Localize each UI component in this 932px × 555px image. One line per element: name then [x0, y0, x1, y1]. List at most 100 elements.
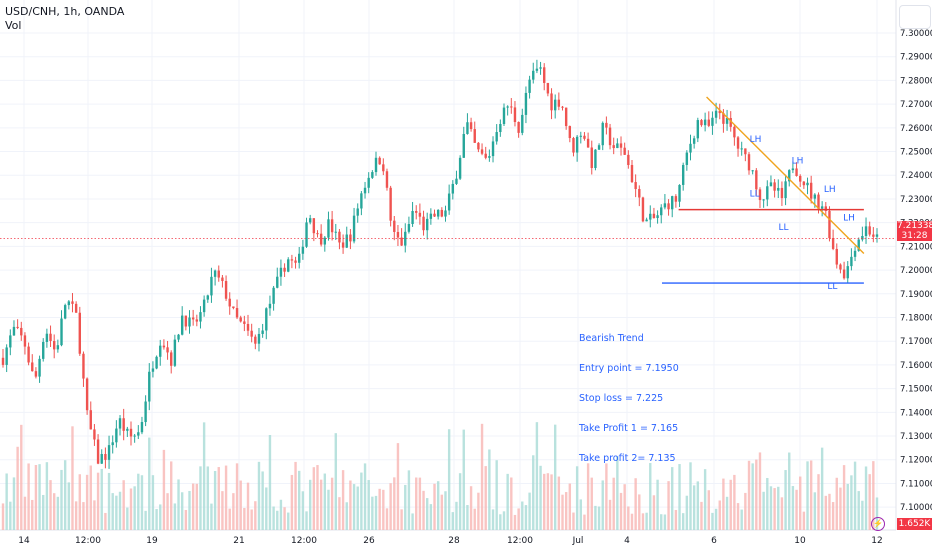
- candle-body: [579, 135, 582, 137]
- candle-body: [711, 117, 714, 126]
- scale-control-button[interactable]: [899, 5, 931, 29]
- volume-bar: [671, 467, 674, 530]
- volume-bar: [729, 479, 732, 530]
- volume-bar: [1, 503, 5, 530]
- volume-bar: [857, 491, 860, 530]
- candle-body: [133, 435, 136, 437]
- volume-bar: [111, 493, 114, 530]
- volume-bar: [733, 474, 736, 530]
- candle-body: [265, 308, 268, 331]
- candle-body: [23, 335, 27, 347]
- volume-bar: [612, 477, 615, 530]
- volume-bar: [853, 461, 857, 530]
- candle-body: [338, 231, 341, 243]
- volume-bar: [744, 492, 747, 530]
- volume-bar: [265, 487, 268, 530]
- candle-body: [352, 215, 356, 242]
- volume-bar: [696, 481, 700, 530]
- candle-body: [206, 295, 209, 300]
- candle-body: [162, 345, 166, 348]
- candle-body: [634, 182, 637, 190]
- candle-body: [199, 312, 202, 322]
- volume-bar: [561, 494, 564, 530]
- candle-body: [184, 315, 188, 327]
- volume-bar: [151, 475, 155, 530]
- volume-bar: [681, 513, 685, 530]
- candle-body: [221, 277, 224, 282]
- volume-bar: [319, 479, 323, 530]
- volume-bar: [82, 502, 85, 530]
- candle-body: [195, 319, 199, 322]
- volume-bar: [396, 443, 400, 530]
- candle-body: [159, 345, 162, 357]
- volume-bar: [210, 503, 213, 530]
- price-tick-label: 7.14000: [900, 408, 932, 418]
- volume-bar: [477, 492, 480, 530]
- volume-bar: [352, 484, 356, 530]
- volume-bar: [751, 463, 754, 530]
- candle-body: [400, 237, 403, 246]
- candle-body: [766, 186, 769, 200]
- candle-body: [638, 189, 641, 198]
- volume-bar: [206, 466, 209, 530]
- volume-bar: [535, 422, 539, 530]
- candle-body: [861, 236, 864, 240]
- volume-bar: [575, 466, 579, 530]
- candle-body: [725, 118, 729, 124]
- note-line-4: Take Profit 1 = 7.165: [579, 423, 679, 434]
- volume-bar: [839, 487, 842, 530]
- volume-bar: [356, 486, 359, 530]
- time-tick-label: 6: [711, 536, 717, 546]
- candle-body: [685, 152, 689, 165]
- volume-bar: [23, 496, 27, 530]
- time-tick-label: 12:00: [75, 536, 101, 546]
- volume-bar: [16, 446, 19, 530]
- volume-bar: [422, 490, 425, 530]
- volume-bar: [466, 505, 469, 530]
- volume-bar: [769, 486, 773, 530]
- candle-body: [707, 119, 710, 126]
- candle-body: [488, 156, 491, 158]
- candle-body: [126, 428, 129, 431]
- candle-body: [660, 207, 663, 216]
- candle-body: [107, 445, 111, 460]
- lightning-icon[interactable]: ⚡: [871, 517, 885, 531]
- candle-body: [404, 231, 407, 246]
- volume-bar: [188, 490, 191, 530]
- volume-bar: [543, 473, 546, 530]
- candle-body: [367, 177, 370, 188]
- candle-body: [718, 110, 721, 114]
- volume-bar: [400, 509, 403, 530]
- volume-bar: [93, 500, 96, 530]
- price-tick-label: 7.24000: [900, 171, 932, 181]
- volume-bar: [100, 468, 103, 530]
- volume-bar: [484, 466, 487, 530]
- volume-bar: [184, 509, 188, 530]
- volume-bar: [415, 477, 418, 530]
- volume-bar: [689, 462, 692, 530]
- candle-body: [327, 219, 330, 238]
- price-tick-label: 7.13000: [900, 432, 932, 442]
- volume-bar: [590, 477, 593, 530]
- volume-bar: [140, 475, 144, 530]
- candle-body: [104, 454, 107, 460]
- candle-body: [100, 454, 103, 464]
- volume-bar: [597, 506, 601, 530]
- volume-bar: [546, 473, 550, 530]
- volume-bar: [649, 463, 652, 530]
- time-tick-label: 28: [448, 536, 460, 546]
- volume-bar: [426, 498, 429, 530]
- volume-bar: [864, 466, 868, 530]
- volume-bar: [875, 497, 879, 530]
- candle-body: [612, 145, 615, 149]
- candle-body: [96, 439, 100, 464]
- volume-bar: [488, 449, 491, 530]
- volume-bar: [795, 489, 798, 530]
- volume-bar: [276, 510, 279, 530]
- candle-body: [700, 120, 703, 126]
- volume-bar: [382, 489, 385, 530]
- candle-body: [521, 114, 524, 133]
- volume-bar: [502, 511, 506, 530]
